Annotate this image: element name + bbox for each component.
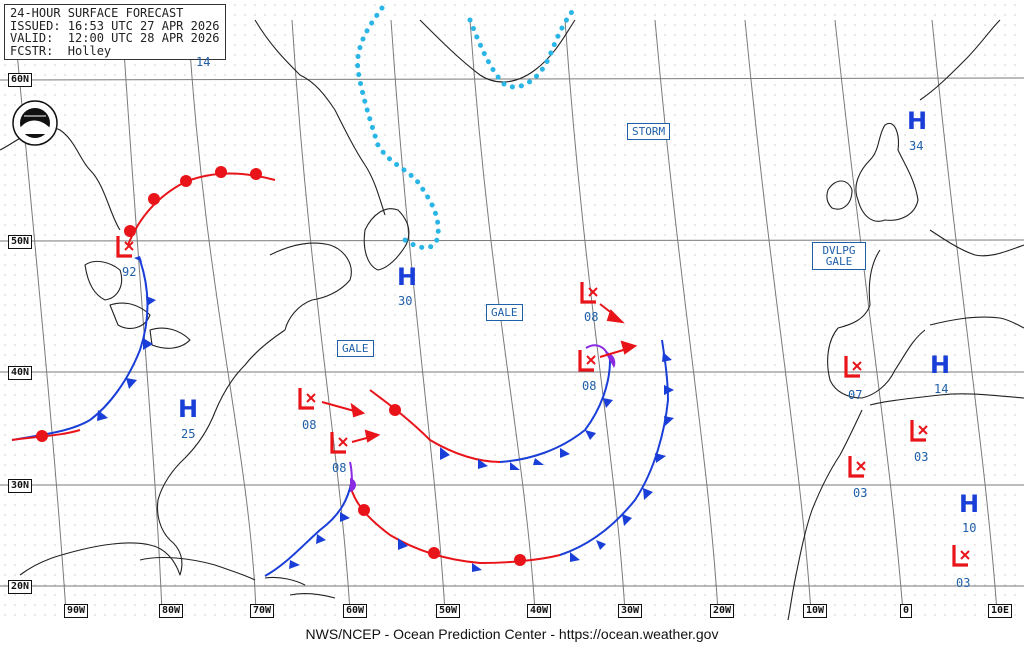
header-issued: ISSUED: 16:53 UTC 27 APR 2026 bbox=[10, 18, 220, 33]
warm-front-southwest bbox=[11, 429, 81, 442]
lon-label-20w: 20W bbox=[710, 604, 735, 618]
low-value: 03 bbox=[956, 576, 971, 590]
lon-label-10e: 10E bbox=[988, 604, 1013, 618]
occluded-front-central bbox=[585, 344, 616, 368]
lon-label-80w: 80W bbox=[159, 604, 184, 618]
movement-arrows bbox=[321, 303, 638, 443]
forecast-header: 24-HOUR SURFACE FORECAST ISSUED: 16:53 U… bbox=[4, 4, 226, 60]
occluded-front-south bbox=[349, 461, 356, 492]
lat-label-60n: 60N bbox=[8, 73, 33, 87]
high-value: 14 bbox=[934, 382, 949, 396]
low-value: 03 bbox=[853, 486, 868, 500]
warm-front-central bbox=[369, 389, 501, 463]
cold-front-caribbean bbox=[264, 479, 353, 577]
lat-label-40n: 40N bbox=[8, 366, 33, 380]
low-symbol bbox=[848, 456, 866, 478]
warning-gale-east: GALE bbox=[486, 304, 523, 321]
lon-label-90w: 90W bbox=[64, 604, 89, 618]
low-symbol bbox=[298, 388, 316, 410]
header-forecaster: FCSTR: Holley bbox=[10, 43, 112, 58]
high-symbol: H bbox=[959, 490, 980, 518]
low-value: 03 bbox=[914, 450, 929, 464]
ice-edge bbox=[355, 5, 578, 251]
lon-label-0: 0 bbox=[900, 604, 913, 618]
warning-developing-gale: DVLPG GALE bbox=[812, 242, 866, 270]
low-value: 08 bbox=[302, 418, 317, 432]
lon-label-70w: 70W bbox=[250, 604, 275, 618]
low-pressure-symbols bbox=[116, 236, 970, 567]
warm-front-north bbox=[124, 166, 276, 246]
low-symbol bbox=[330, 432, 348, 454]
lat-label-50n: 50N bbox=[8, 235, 33, 249]
high-value: 25 bbox=[181, 427, 196, 441]
lat-label-20n: 20N bbox=[8, 580, 33, 594]
low-symbol bbox=[952, 545, 970, 567]
cold-front-central bbox=[440, 359, 613, 470]
high-value: 34 bbox=[909, 139, 924, 153]
high-symbol: H bbox=[907, 107, 928, 135]
cold-front-south bbox=[398, 339, 674, 572]
lon-label-10w: 10W bbox=[803, 604, 828, 618]
low-value: 92 bbox=[122, 265, 137, 279]
lon-label-50w: 50W bbox=[436, 604, 461, 618]
high-value: 10 bbox=[962, 521, 977, 535]
warning-storm: STORM bbox=[627, 123, 671, 140]
header-valid: VALID: 12:00 UTC 28 APR 2026 bbox=[10, 31, 220, 45]
cold-front-west bbox=[11, 256, 156, 441]
low-symbol bbox=[116, 236, 134, 258]
low-symbol bbox=[844, 356, 862, 378]
lat-label-30n: 30N bbox=[8, 479, 33, 493]
lon-label-30w: 30W bbox=[618, 604, 643, 618]
warning-gale-west: GALE bbox=[337, 340, 374, 357]
noaa-logo bbox=[12, 100, 58, 146]
high-value: 30 bbox=[398, 294, 413, 308]
low-value: 07 bbox=[848, 388, 863, 402]
low-symbol bbox=[580, 282, 598, 304]
low-value: 08 bbox=[584, 310, 599, 324]
lon-label-60w: 60W bbox=[343, 604, 368, 618]
footer-credit: NWS/NCEP - Ocean Prediction Center - htt… bbox=[305, 626, 719, 642]
high-symbol: H bbox=[397, 263, 418, 291]
lon-label-40w: 40W bbox=[527, 604, 552, 618]
low-symbol bbox=[910, 420, 928, 442]
warm-front-south bbox=[349, 484, 561, 566]
header-title: 24-HOUR SURFACE FORECAST bbox=[10, 6, 184, 20]
low-symbol bbox=[578, 350, 596, 372]
high-value: 14 bbox=[196, 55, 211, 69]
low-value: 08 bbox=[332, 461, 347, 475]
high-symbol: H bbox=[930, 351, 951, 379]
coastlines bbox=[0, 19, 1024, 621]
low-value: 08 bbox=[582, 379, 597, 393]
high-symbol: H bbox=[178, 395, 199, 423]
